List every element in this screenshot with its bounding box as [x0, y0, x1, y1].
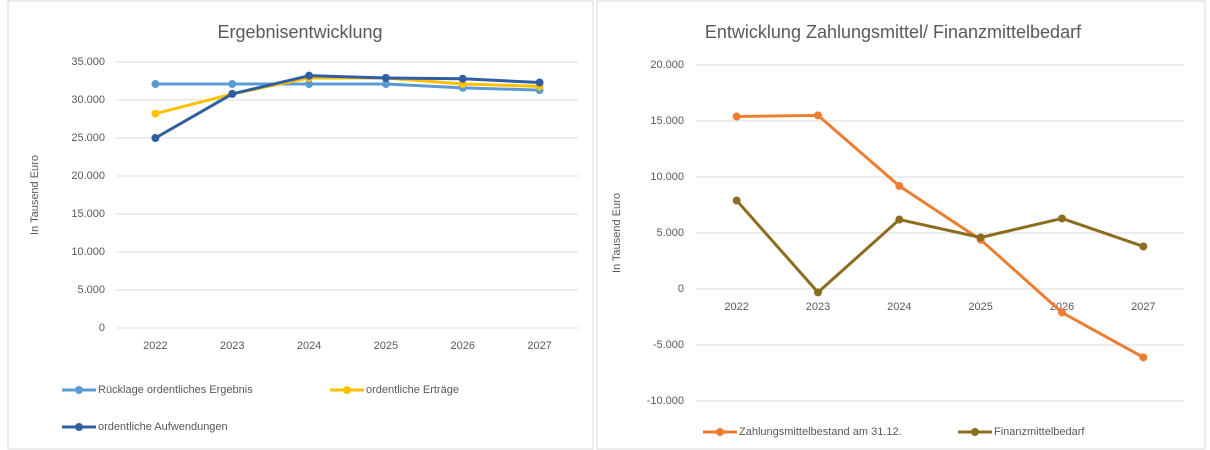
legend-marker [75, 386, 83, 394]
series-line [155, 82, 540, 92]
data-point [976, 233, 985, 242]
y-axis-label: In Tausend Euro [611, 193, 623, 273]
data-point [895, 181, 904, 190]
data-point [305, 80, 314, 89]
data-point [228, 89, 237, 98]
legend-label: ordentliche Aufwendungen [98, 421, 228, 433]
series-line [736, 113, 1145, 359]
data-point [1058, 214, 1066, 223]
y-tick-label: 20.000 [71, 170, 105, 182]
x-tick-label: 2026 [451, 340, 475, 352]
x-tick-label: 2022 [143, 340, 167, 352]
x-tick-label: 2027 [1131, 301, 1155, 313]
legend-marker [75, 423, 83, 431]
data-point [1058, 308, 1066, 317]
data-point [151, 109, 160, 118]
legend-label: Zahlungsmittelbestand am 31.12. [739, 426, 902, 438]
y-tick-label: -5.000 [653, 339, 684, 351]
x-tick-label: 2023 [806, 301, 830, 313]
x-tick-label: 2024 [887, 301, 911, 313]
y-tick-label: 5.000 [656, 227, 684, 239]
data-point [732, 196, 741, 205]
x-tick-label: 2022 [724, 301, 748, 313]
x-tick-label: 2025 [968, 301, 992, 313]
y-tick-label: 30.000 [71, 94, 105, 106]
data-point [151, 80, 160, 89]
legend-marker [343, 386, 351, 394]
legend-marker [716, 428, 724, 436]
legend-label: Finanzmittelbedarf [994, 426, 1085, 438]
y-axis-label: In Tausend Euro [29, 155, 41, 235]
y-tick-label: 25.000 [71, 132, 105, 144]
data-point [895, 215, 904, 224]
data-point [732, 112, 741, 121]
panel-left [7, 0, 594, 450]
x-tick-label: 2027 [527, 340, 551, 352]
chart-title: Ergebnisentwicklung [217, 22, 382, 42]
y-tick-label: 5.000 [77, 284, 105, 296]
data-point [228, 80, 237, 89]
series-line [735, 199, 1144, 294]
legend-label: ordentliche Erträge [366, 384, 459, 396]
data-point [381, 73, 390, 82]
data-point [1139, 353, 1148, 362]
x-tick-label: 2024 [297, 340, 321, 352]
y-tick-label: 35.000 [71, 56, 105, 68]
chart-title: Entwicklung Zahlungsmittel/ Finanzmittel… [705, 22, 1082, 42]
x-tick-label: 2026 [1050, 301, 1074, 313]
y-tick-label: 15.000 [71, 208, 105, 220]
panel-right [596, 0, 1206, 450]
x-tick-label: 2025 [374, 340, 398, 352]
data-point [814, 111, 822, 120]
y-tick-label: 10.000 [71, 246, 105, 258]
y-tick-label: 15.000 [650, 115, 684, 127]
data-point [535, 78, 544, 87]
data-point [305, 71, 314, 80]
series-line [154, 74, 540, 140]
y-tick-label: 20.000 [650, 59, 684, 71]
legend-marker [971, 428, 979, 436]
data-point [381, 80, 390, 89]
y-tick-label: 10.000 [650, 171, 684, 183]
data-point [151, 134, 160, 142]
data-point [458, 74, 467, 83]
y-tick-label: 0 [678, 283, 684, 295]
data-point [814, 288, 822, 297]
y-tick-label: 0 [99, 322, 105, 334]
data-point [1139, 242, 1148, 251]
x-tick-label: 2023 [220, 340, 244, 352]
legend-label: Rücklage ordentliches Ergebnis [98, 384, 253, 396]
y-tick-label: -10.000 [647, 395, 684, 407]
